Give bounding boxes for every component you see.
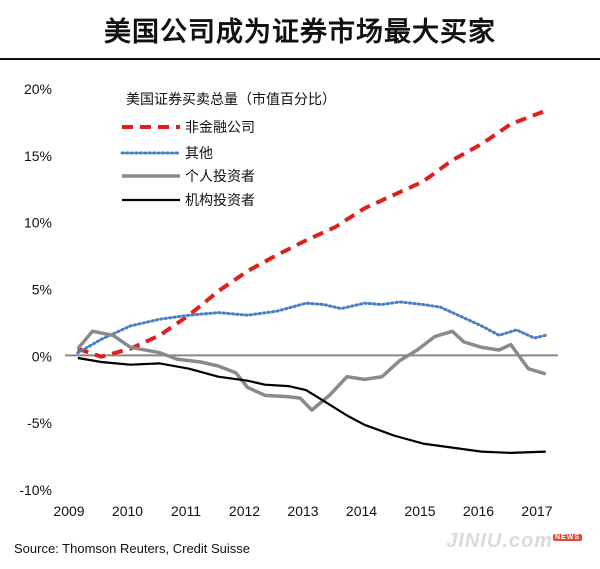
- y-tick-label: -10%: [19, 482, 52, 498]
- y-tick-label: 10%: [24, 215, 52, 231]
- legend-title: 美国证券买卖总量（市值百分比）: [126, 91, 336, 108]
- y-tick-label: 20%: [24, 81, 52, 97]
- watermark-suffix: .com: [502, 530, 553, 552]
- legend-label: 其他: [185, 146, 213, 162]
- x-tick-label: 2013: [287, 503, 318, 519]
- x-tick-label: 2009: [53, 503, 84, 519]
- legend-label: 机构投资者: [185, 193, 255, 209]
- chart-title: 美国公司成为证券市场最大买家: [104, 17, 496, 48]
- x-tick-label: 2016: [463, 503, 494, 519]
- line-chart: 20% 15% 10% 5% 0% -5% -10%2009 2010 2011 2012 2013…: [19, 81, 558, 519]
- source-note: Source: Thomson Reuters, Credit Suisse: [14, 541, 251, 556]
- y-tick-label: 15%: [24, 148, 52, 164]
- series-line-nonfinancial: [77, 108, 547, 359]
- watermark-logo: JINIU.com NEWS: [446, 530, 582, 553]
- series-line-other: [76, 300, 548, 355]
- watermark-text: JINIU: [446, 530, 503, 552]
- series-line-individual: [76, 329, 547, 412]
- x-tick-label: 2012: [229, 503, 260, 519]
- y-tick-label: 0%: [32, 348, 52, 364]
- x-tick-label: 2014: [346, 503, 377, 519]
- watermark-badge: NEWS: [553, 534, 582, 542]
- x-tick-label: 2015: [404, 503, 435, 519]
- legend-label: 非金融公司: [185, 120, 255, 136]
- title-rule: [0, 58, 600, 60]
- y-tick-label: 5%: [32, 282, 52, 298]
- x-tick-label: 2010: [112, 503, 143, 519]
- series-line-institutional: [77, 356, 546, 454]
- legend-label: 个人投资者: [185, 169, 255, 185]
- x-tick-label: 2011: [171, 503, 201, 519]
- y-tick-label: -5%: [27, 415, 52, 431]
- x-tick-label: 2017: [521, 503, 552, 519]
